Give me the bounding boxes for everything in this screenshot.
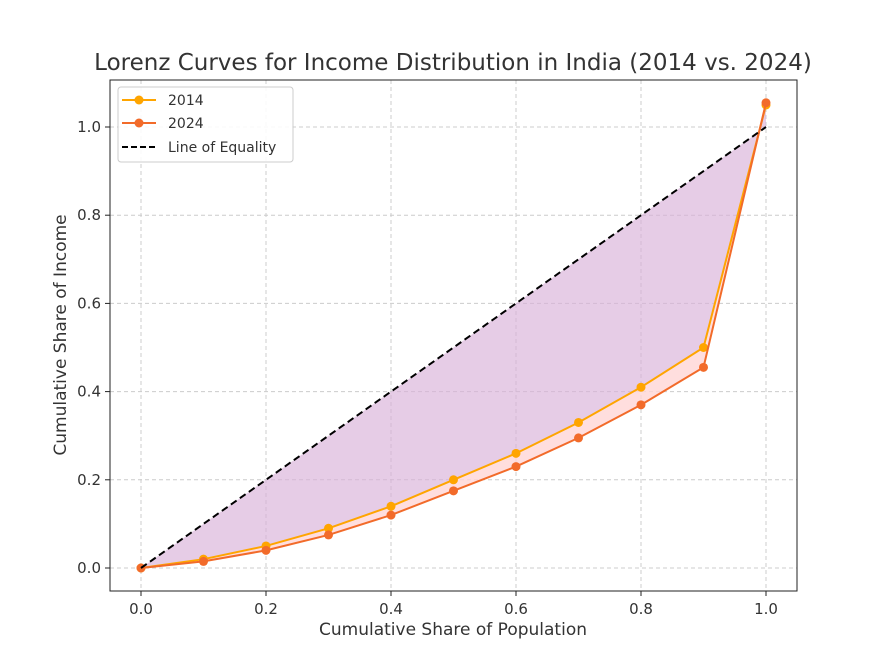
plot-frame [109,79,798,592]
y-tick-label: 1.0 [77,118,101,136]
point-2024 [699,362,708,372]
fill-equality-to-2014 [141,104,766,568]
point-2014 [511,448,521,458]
point-2024 [449,486,458,496]
point-2014 [324,523,333,533]
legend-label-equality: Line of Equality [168,140,276,156]
x-tick-label: 0.2 [254,600,278,618]
legend-marker-2014 [134,95,144,105]
point-2024 [636,400,646,410]
point-2024 [761,98,771,108]
x-tick-label: 0.6 [504,600,528,618]
point-2014 [449,475,458,485]
y-tick-label: 0.0 [77,559,101,577]
lines [136,98,771,573]
x-tick-label: 0.8 [629,600,653,618]
chart-title: Lorenz Curves for Income Distribution in… [94,50,812,76]
legend-box [117,86,294,163]
point-2024 [199,556,208,566]
x-axis-label: Cumulative Share of Population [319,620,587,640]
point-2024 [386,510,396,520]
x-tick-label: 0.0 [129,600,153,618]
legend-label-2024: 2024 [168,116,204,132]
legend-label-2014: 2014 [168,93,204,109]
point-2014 [386,501,396,511]
point-2014 [699,343,708,352]
legend-marker-2024 [134,118,144,128]
point-2024 [511,462,521,472]
x-tick-label: 1.0 [754,600,778,618]
point-2024 [574,433,583,443]
point-2014 [636,382,646,392]
y-tick-label: 0.6 [77,294,101,312]
y-axis-label: Cumulative Share of Income [51,214,71,455]
y-tick-label: 0.4 [77,383,101,401]
line-of-equality [140,126,767,569]
y-tick-label: 0.8 [77,206,101,224]
legend: 2014 2024 Line of Equality [117,86,294,163]
y-tick-label: 0.2 [77,471,101,489]
point-2024 [261,545,271,555]
x-tick-label: 0.4 [379,600,403,618]
point-2024 [324,530,333,540]
ticks: 0.0 0.2 0.4 0.6 0.8 1.0 0.0 0.2 0.4 0.6 0.8 1.0 [77,118,778,618]
fills [141,102,766,569]
point-2014 [574,417,583,427]
